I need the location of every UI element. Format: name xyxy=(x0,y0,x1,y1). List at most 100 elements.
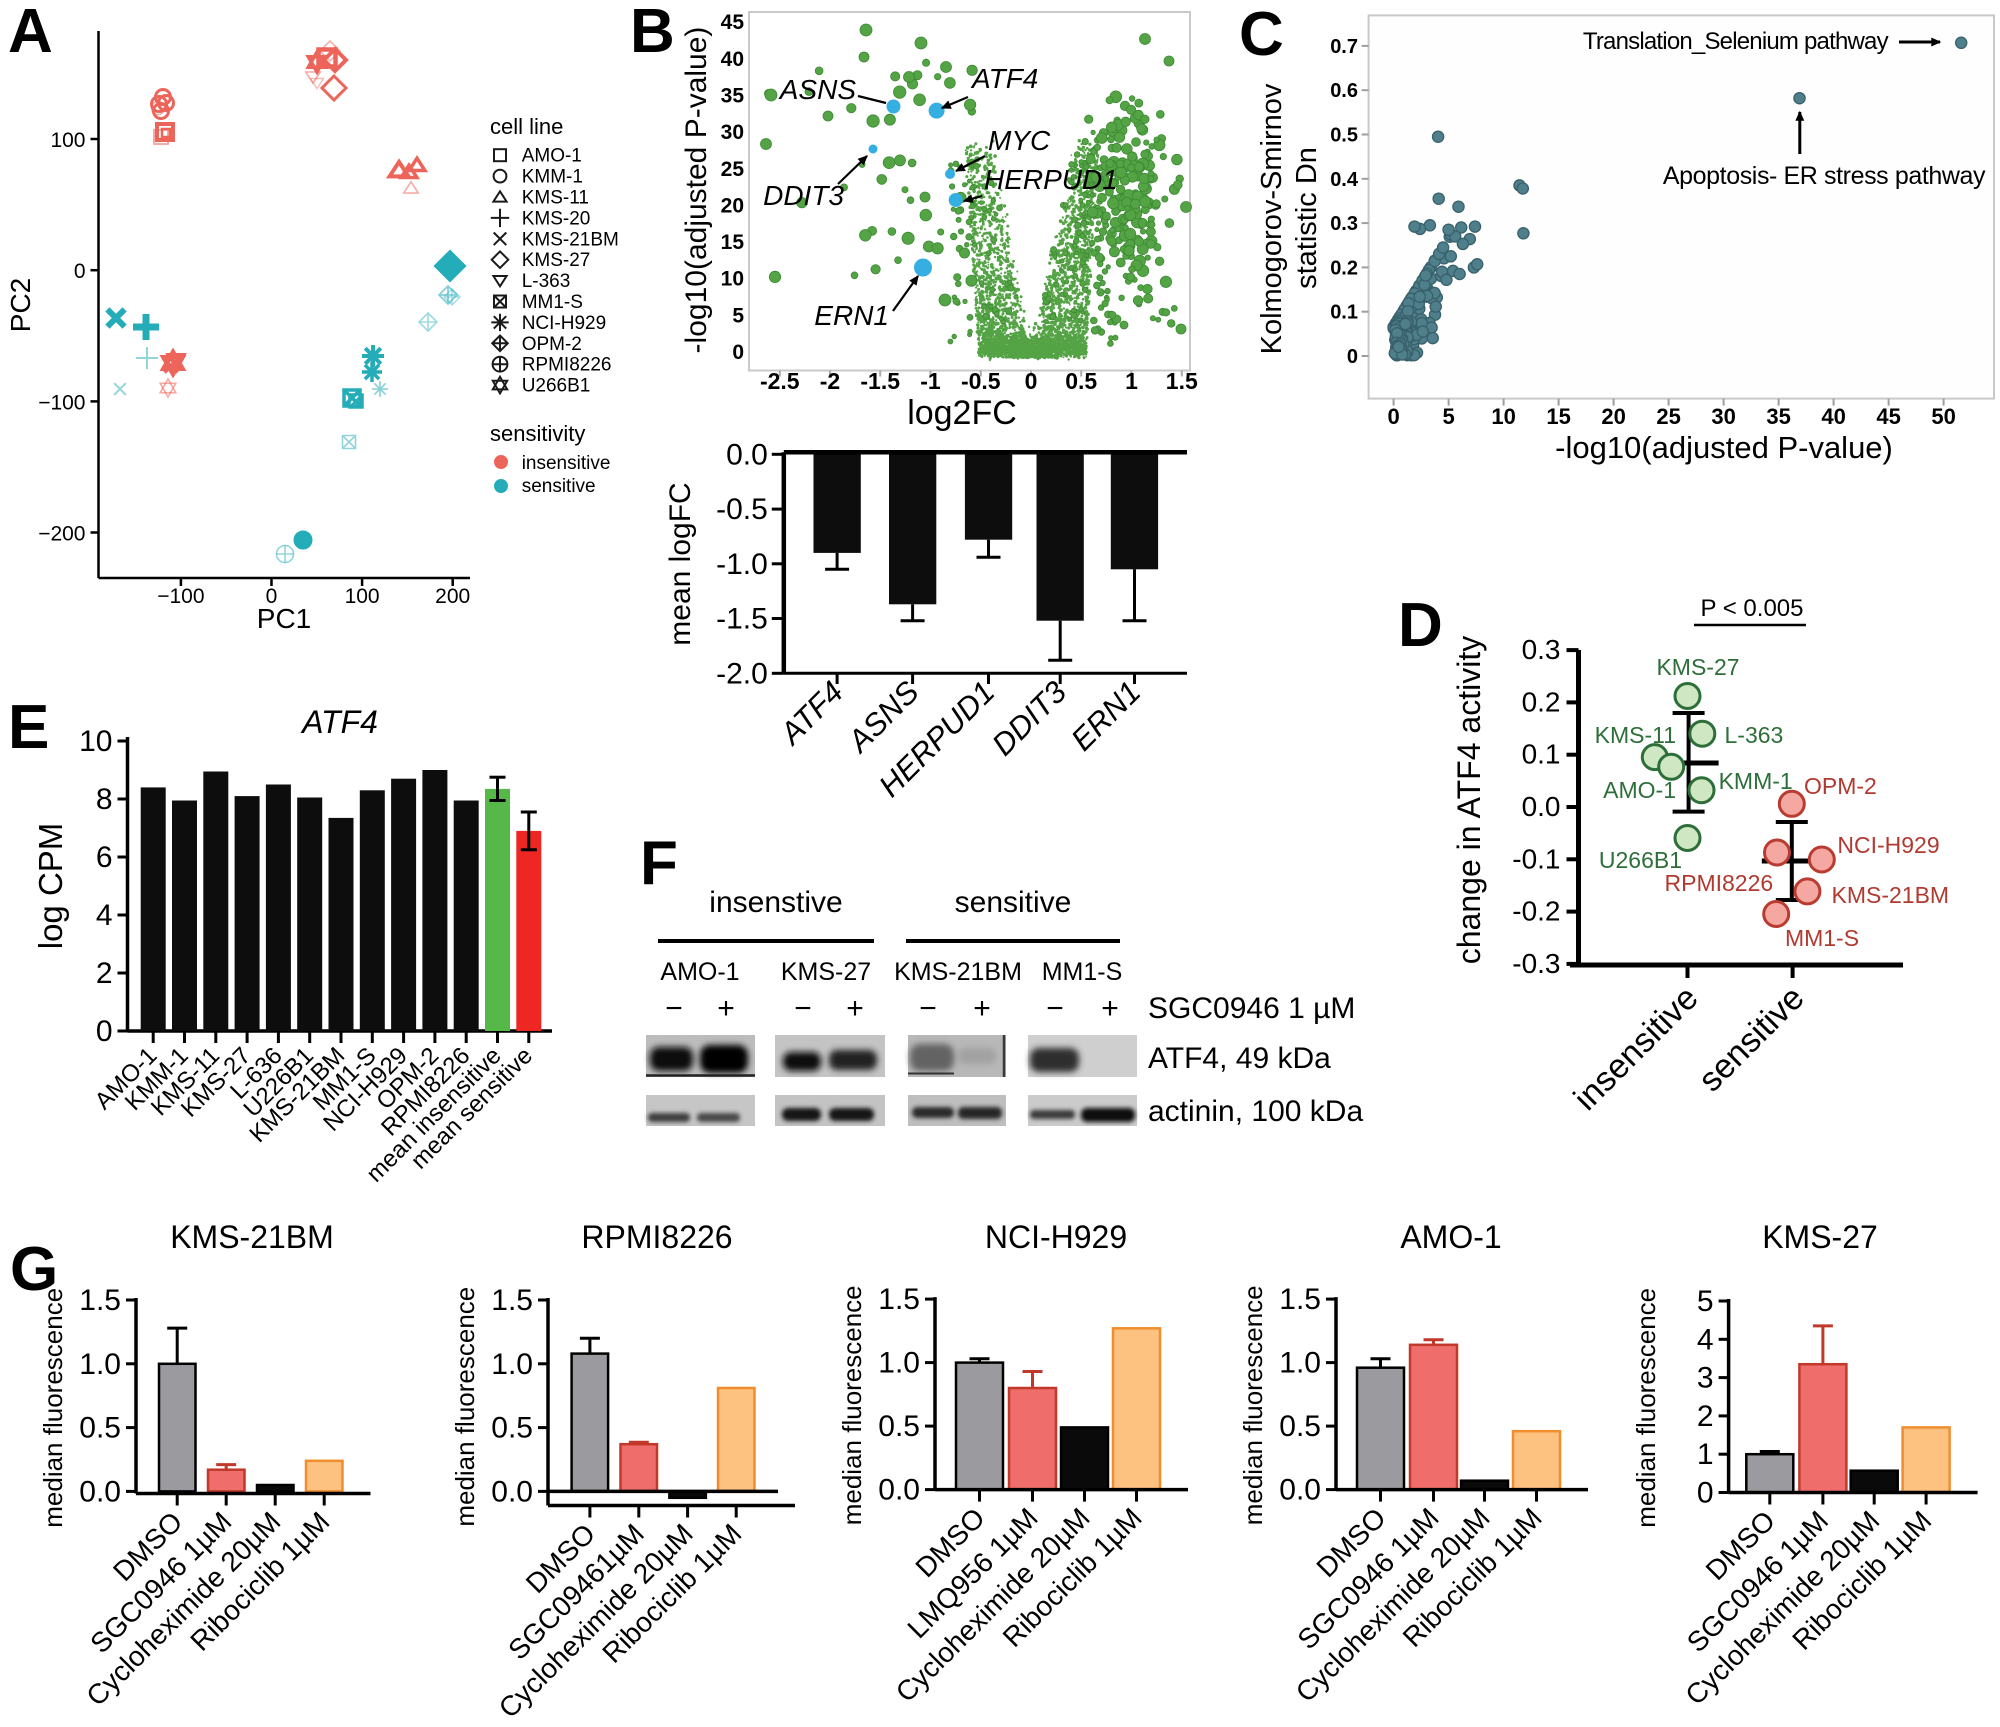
svg-text:-log10(adjusted P-value): -log10(adjusted P-value) xyxy=(1555,430,1893,465)
svg-text:Kolmogorov-Smirnov: Kolmogorov-Smirnov xyxy=(1256,83,1288,354)
svg-text:KMS-21BM: KMS-21BM xyxy=(894,958,1022,986)
svg-text:statistic Dn: statistic Dn xyxy=(1291,147,1323,289)
svg-text:F: F xyxy=(640,829,678,898)
svg-text:SGC0946 1 µM: SGC0946 1 µM xyxy=(1148,992,1355,1025)
svg-text:+: + xyxy=(846,992,864,1025)
svg-text:20: 20 xyxy=(1601,404,1625,429)
svg-text:RPMI8226: RPMI8226 xyxy=(1665,870,1774,896)
svg-text:RPMI8226: RPMI8226 xyxy=(581,1219,732,1255)
svg-text:200: 200 xyxy=(435,585,470,608)
svg-text:-2: -2 xyxy=(820,368,840,394)
svg-text:C: C xyxy=(1239,0,1284,69)
svg-text:30: 30 xyxy=(1711,404,1735,429)
svg-text:0.2: 0.2 xyxy=(1522,686,1561,717)
svg-text:-0.5: -0.5 xyxy=(716,493,768,526)
svg-text:45: 45 xyxy=(1876,404,1900,429)
svg-text:1.0: 1.0 xyxy=(79,1348,121,1381)
svg-text:10: 10 xyxy=(721,268,744,291)
svg-text:100: 100 xyxy=(345,585,380,608)
svg-text:0.1: 0.1 xyxy=(1522,739,1561,770)
svg-text:KMS-21BM: KMS-21BM xyxy=(170,1219,334,1255)
svg-text:40: 40 xyxy=(721,48,744,71)
svg-text:insensitive: insensitive xyxy=(522,453,611,474)
svg-text:ASNS: ASNS xyxy=(778,74,857,105)
svg-text:mean logFC: mean logFC xyxy=(664,482,697,645)
svg-text:0.0: 0.0 xyxy=(491,1475,533,1508)
svg-text:L-363: L-363 xyxy=(522,271,571,292)
svg-text:ATF4, 49 kDa: ATF4, 49 kDa xyxy=(1148,1042,1331,1075)
svg-text:−: − xyxy=(919,992,937,1025)
svg-text:log CPM: log CPM xyxy=(32,823,69,950)
svg-text:0.3: 0.3 xyxy=(1522,634,1561,665)
svg-text:E: E xyxy=(8,693,49,762)
svg-text:0: 0 xyxy=(96,1015,113,1048)
svg-text:0.7: 0.7 xyxy=(1330,36,1358,58)
svg-text:change in ATF4 activity: change in ATF4 activity xyxy=(1451,636,1487,964)
svg-text:10: 10 xyxy=(1491,404,1515,429)
svg-text:-0.5: -0.5 xyxy=(961,368,1001,394)
svg-text:KMS-21BM: KMS-21BM xyxy=(522,229,619,250)
svg-text:1.5: 1.5 xyxy=(1166,368,1198,394)
svg-text:median fluorescence: median fluorescence xyxy=(450,1287,480,1527)
svg-text:sensitive: sensitive xyxy=(522,476,596,497)
svg-text:AMO-1: AMO-1 xyxy=(522,146,582,167)
svg-text:KMM-1: KMM-1 xyxy=(522,167,583,188)
svg-text:4: 4 xyxy=(96,899,113,932)
svg-text:L-363: L-363 xyxy=(1725,722,1784,748)
svg-text:+: + xyxy=(717,992,735,1025)
svg-text:-0.1: -0.1 xyxy=(1512,843,1560,874)
svg-text:-1.5: -1.5 xyxy=(716,603,768,636)
svg-text:15: 15 xyxy=(721,231,745,254)
svg-text:0.0: 0.0 xyxy=(726,438,768,471)
svg-text:MM1-S: MM1-S xyxy=(1785,925,1859,951)
svg-text:KMS-27: KMS-27 xyxy=(1656,654,1739,680)
svg-text:PC2: PC2 xyxy=(5,278,36,332)
svg-text:−200: −200 xyxy=(38,523,85,546)
svg-text:PC1: PC1 xyxy=(257,603,311,634)
svg-text:45: 45 xyxy=(721,11,745,34)
svg-text:0.5: 0.5 xyxy=(491,1412,533,1445)
svg-text:ERN1: ERN1 xyxy=(814,300,889,331)
svg-text:-0.2: -0.2 xyxy=(1512,896,1560,927)
svg-text:100: 100 xyxy=(50,129,85,152)
svg-text:0.2: 0.2 xyxy=(1330,257,1358,279)
svg-text:log2FC: log2FC xyxy=(907,394,1017,432)
svg-text:0.5: 0.5 xyxy=(79,1412,121,1445)
svg-text:AMO-1: AMO-1 xyxy=(1603,777,1676,803)
svg-text:50: 50 xyxy=(1931,404,1955,429)
svg-text:insenstive: insenstive xyxy=(709,886,842,919)
svg-text:NCI-H929: NCI-H929 xyxy=(522,313,606,334)
svg-text:MM1-S: MM1-S xyxy=(522,292,583,313)
svg-text:35: 35 xyxy=(1766,404,1790,429)
svg-text:1.0: 1.0 xyxy=(491,1348,533,1381)
svg-text:+: + xyxy=(973,992,991,1025)
svg-text:8: 8 xyxy=(96,783,113,816)
svg-text:6: 6 xyxy=(96,841,113,874)
svg-text:+: + xyxy=(1101,992,1119,1025)
svg-text:KMS-27: KMS-27 xyxy=(522,250,591,271)
svg-text:35: 35 xyxy=(721,84,745,107)
svg-text:U266B1: U266B1 xyxy=(522,376,591,397)
svg-text:0.1: 0.1 xyxy=(1330,302,1358,324)
svg-text:20: 20 xyxy=(721,194,744,217)
svg-text:25: 25 xyxy=(1656,404,1680,429)
svg-text:−100: −100 xyxy=(157,585,204,608)
svg-text:0.4: 0.4 xyxy=(1330,169,1359,191)
svg-text:0: 0 xyxy=(1387,404,1399,429)
svg-text:40: 40 xyxy=(1821,404,1845,429)
svg-text:5: 5 xyxy=(1442,404,1454,429)
svg-text:-1.0: -1.0 xyxy=(716,548,768,581)
svg-text:15: 15 xyxy=(1546,404,1570,429)
svg-text:median fluorescence: median fluorescence xyxy=(38,1288,68,1528)
svg-text:KMM-1: KMM-1 xyxy=(1719,768,1793,794)
svg-text:1.5: 1.5 xyxy=(79,1284,121,1317)
svg-text:-1.5: -1.5 xyxy=(860,368,900,394)
svg-text:OPM-2: OPM-2 xyxy=(522,334,582,355)
svg-text:−: − xyxy=(1046,992,1064,1025)
svg-text:0: 0 xyxy=(74,260,86,283)
svg-text:D: D xyxy=(1398,591,1443,660)
svg-text:-2.5: -2.5 xyxy=(760,368,800,394)
svg-text:actinin, 100 kDa: actinin, 100 kDa xyxy=(1148,1095,1363,1128)
svg-text:−: − xyxy=(794,992,812,1025)
svg-text:−: − xyxy=(665,992,683,1025)
